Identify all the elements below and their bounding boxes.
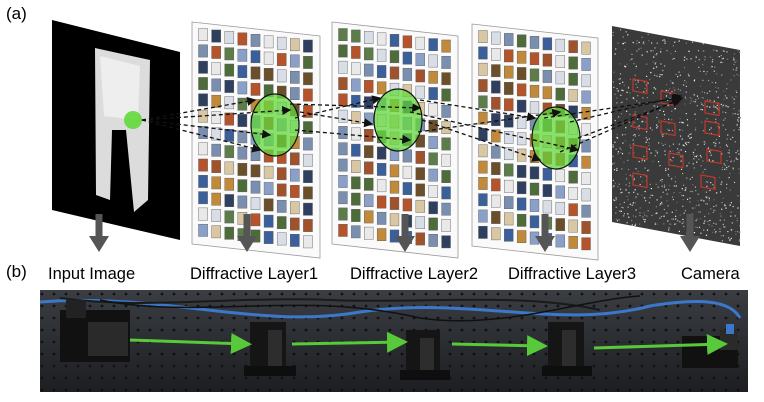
ray-line — [141, 105, 292, 121]
ray-line — [294, 95, 382, 119]
beam-footprint-1 — [250, 93, 300, 157]
down-arrow — [237, 214, 257, 252]
input-object-shape — [95, 48, 150, 212]
layer1-mount — [244, 322, 296, 376]
ray-line — [289, 103, 422, 113]
ray-traces — [141, 93, 684, 162]
panel-b-label: (b) — [6, 262, 27, 281]
diffractive-layer-3-mask — [471, 23, 599, 261]
detector-region — [660, 120, 676, 137]
down-arrows — [89, 214, 700, 252]
down-arrow — [535, 214, 555, 252]
detector-region — [632, 144, 648, 161]
label-camera: Camera — [681, 265, 740, 283]
ray-line — [294, 129, 412, 144]
diffractive-layers — [191, 21, 599, 261]
ray-line — [141, 119, 272, 139]
ray-line — [299, 111, 374, 128]
detector-region — [704, 120, 720, 137]
input-beam-spot — [124, 111, 142, 129]
detector-region — [700, 174, 716, 191]
panel-a-label: (a) — [6, 4, 27, 23]
ray-line — [141, 119, 262, 153]
optical-bench-photo — [39, 290, 748, 392]
optical-path-arrow — [291, 331, 408, 353]
detector-region — [668, 152, 684, 169]
optical-path-arrows — [129, 331, 728, 357]
label-diffractive-layer-3: Diffractive Layer3 — [508, 265, 637, 283]
optical-path-arrow — [451, 335, 548, 357]
ray-line — [559, 96, 684, 153]
optical-path-arrow — [593, 333, 728, 355]
ray-line — [543, 94, 682, 119]
beam-footprint-3 — [531, 106, 581, 170]
detector-region — [706, 148, 722, 165]
down-arrow — [680, 214, 700, 252]
label-diffractive-layer-1: Diffractive Layer1 — [190, 265, 319, 283]
diffractive-layer-2-mask — [331, 21, 459, 259]
diffractive-layer-1-mask — [191, 21, 321, 259]
label-input-image: Input Image — [48, 265, 136, 283]
ray-line — [141, 96, 257, 121]
optical-path-arrow — [129, 332, 252, 354]
input-image-panel — [52, 20, 180, 240]
ray-line — [419, 99, 537, 122]
down-arrow — [395, 214, 415, 252]
detector-region — [632, 172, 648, 189]
camera-panel — [612, 26, 742, 246]
beam-footprint-2 — [373, 88, 423, 152]
source-mount — [60, 300, 130, 362]
layer3-mount — [542, 322, 592, 376]
detector-region — [704, 100, 720, 117]
ray-line — [417, 108, 562, 133]
ray-line — [409, 111, 580, 153]
label-diffractive-layer-2: Diffractive Layer2 — [350, 265, 479, 283]
detector-region — [632, 78, 648, 95]
down-arrow — [89, 214, 109, 252]
layer2-mount — [400, 330, 450, 380]
ray-line — [569, 93, 683, 123]
